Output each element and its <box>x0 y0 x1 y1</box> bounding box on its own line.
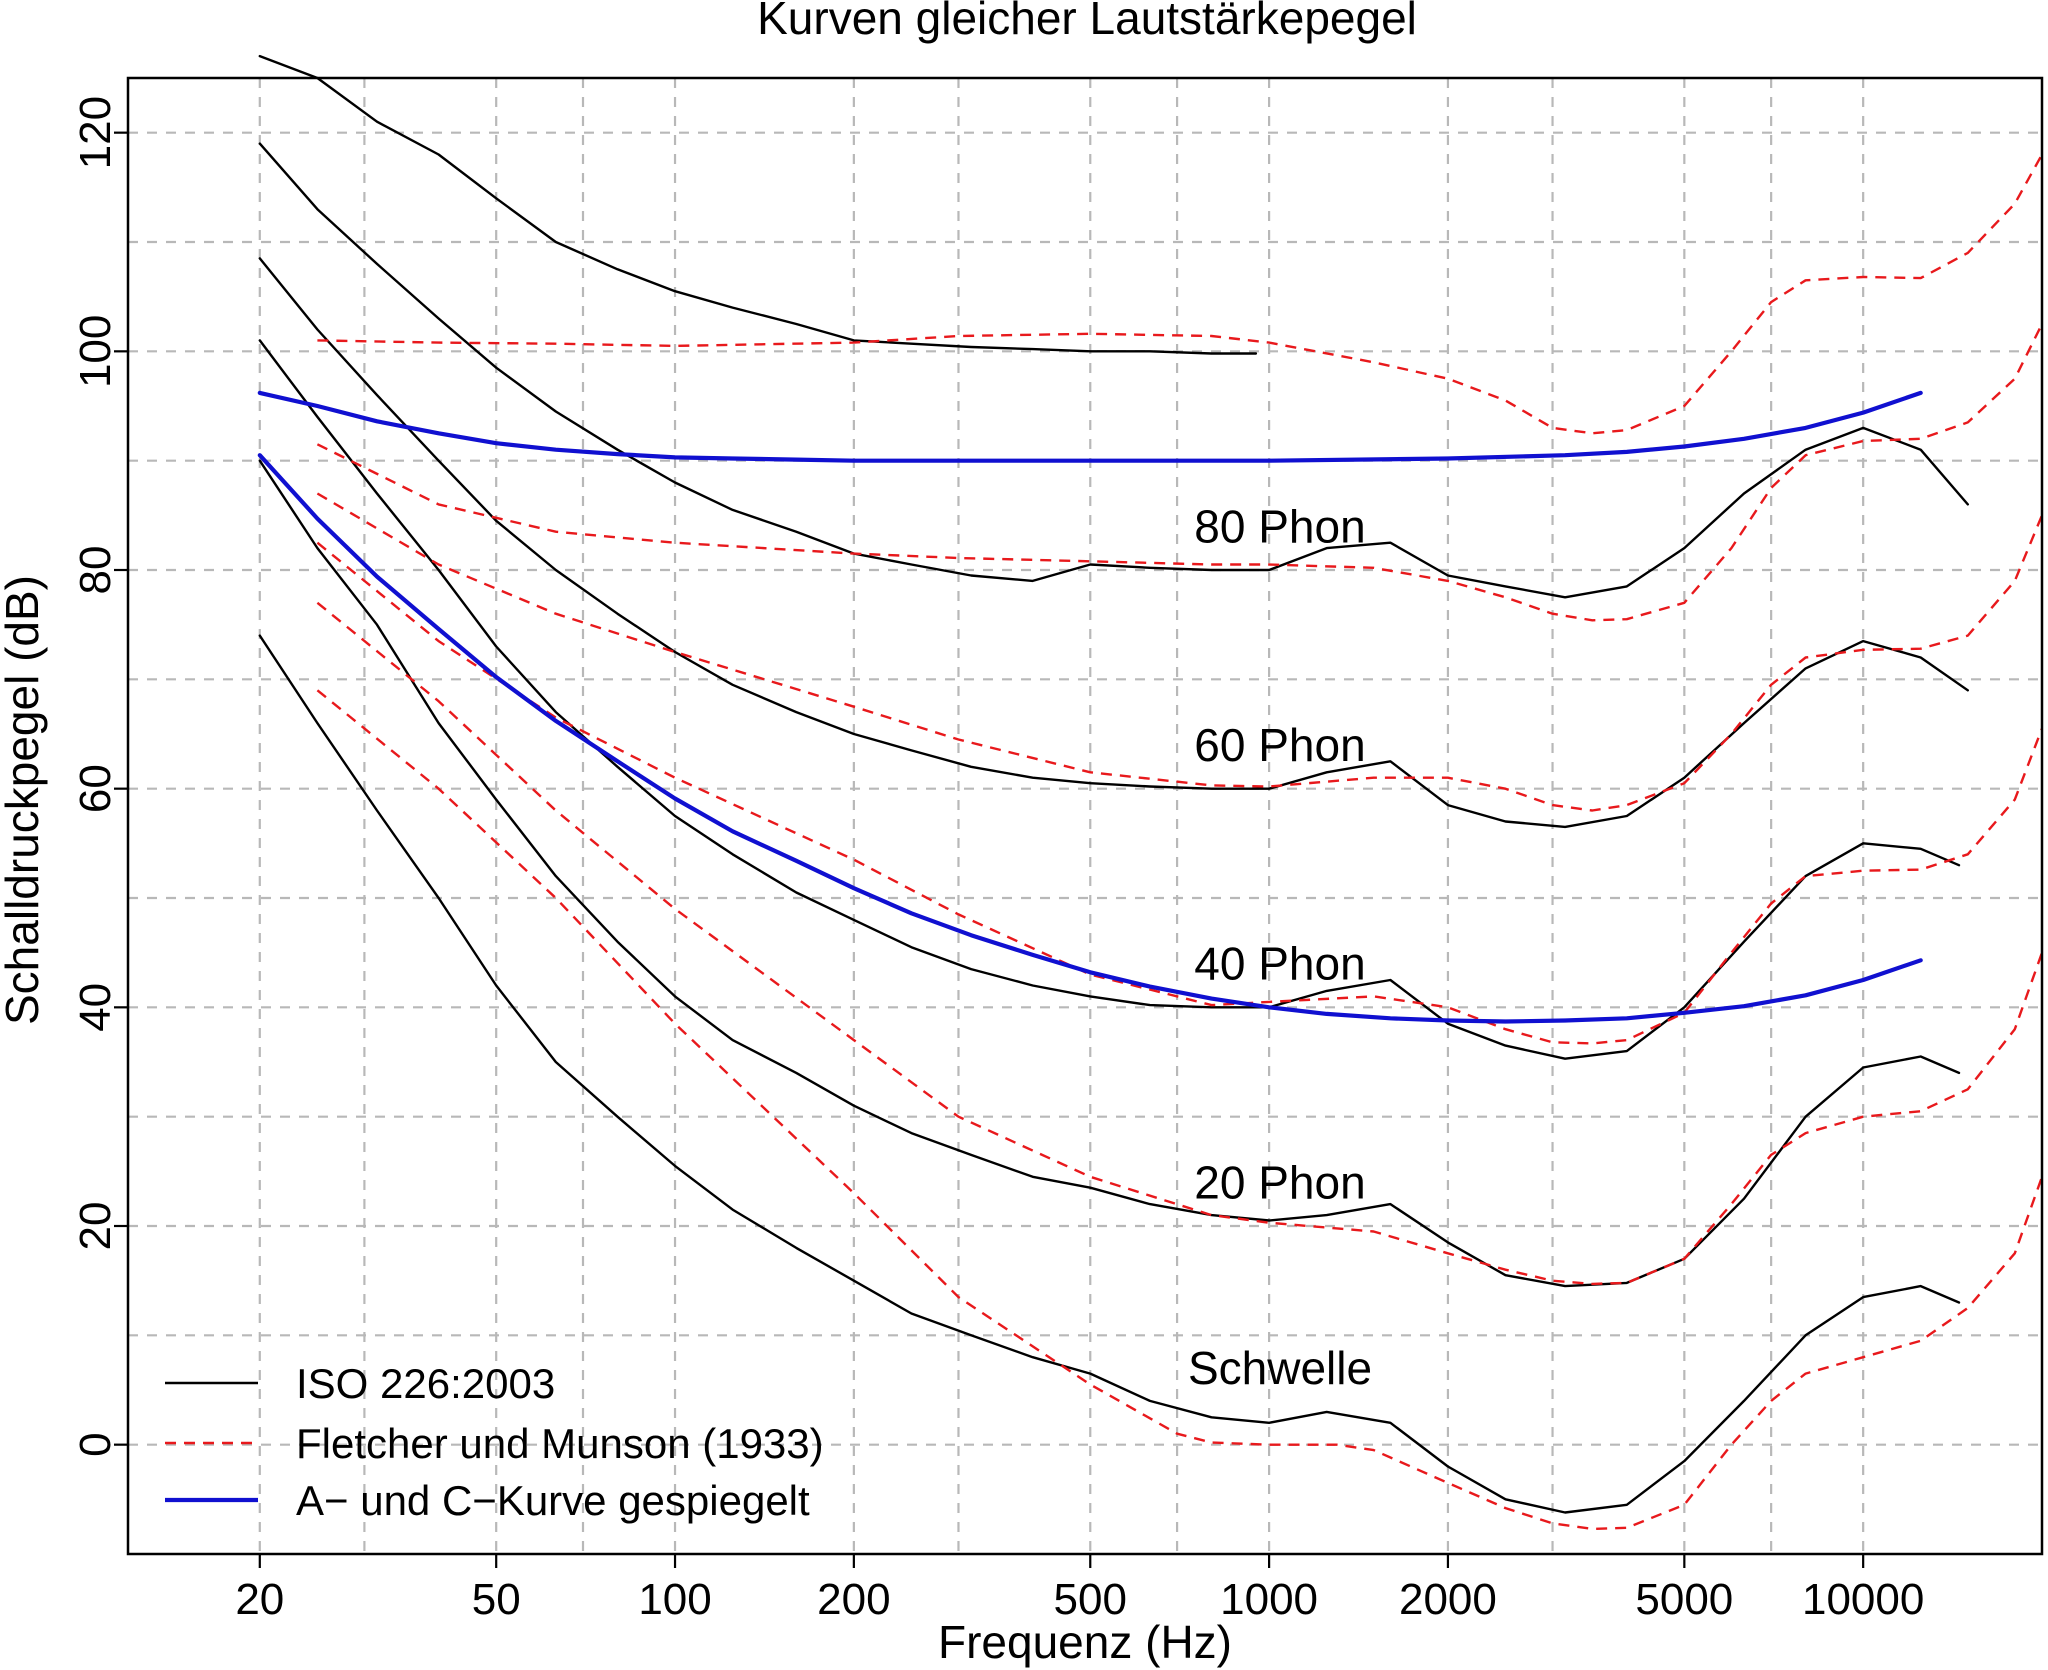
annotations: 80 Phon 60 Phon 40 Phon 20 Phon Schwelle <box>1188 500 1372 1394</box>
y-tick-label: 20 <box>71 1202 120 1251</box>
y-axis-label: Schalldruckpegel (dB) <box>0 575 48 1025</box>
series-fletcher-line <box>316 689 2044 1531</box>
series-ac-line <box>257 453 1923 1024</box>
series-iso-line <box>258 142 1970 599</box>
grid <box>128 78 2042 1554</box>
y-tick-label: 60 <box>71 764 120 813</box>
series-layer <box>257 54 2044 1531</box>
y-tick-label: 80 <box>71 546 120 595</box>
curve-annotation: 80 Phon <box>1194 500 1365 552</box>
legend: ISO 226:2003 Fletcher und Munson (1933) A−… <box>165 1360 824 1524</box>
y-tick-label: 100 <box>71 315 120 388</box>
curve-annotation: 20 Phon <box>1194 1156 1365 1208</box>
curve-annotation: 60 Phon <box>1194 719 1365 771</box>
legend-label-ac: A− und C−Kurve gespiegelt <box>296 1477 810 1524</box>
x-tick-label: 20 <box>235 1575 284 1624</box>
legend-label-fletcher: Fletcher und Munson (1933) <box>296 1420 824 1467</box>
series-ac-line <box>257 390 1923 463</box>
x-tick-label: 500 <box>1054 1575 1127 1624</box>
x-tick-label: 100 <box>638 1575 711 1624</box>
y-tick-label: 0 <box>71 1432 120 1456</box>
x-tick-label: 10000 <box>1802 1575 1924 1624</box>
plot-frame <box>126 76 2044 1556</box>
series-iso-line <box>258 257 1970 829</box>
legend-label-iso: ISO 226:2003 <box>296 1360 555 1407</box>
series-fletcher-line <box>317 153 2044 435</box>
x-tick-label: 2000 <box>1399 1575 1497 1624</box>
series-iso-line <box>258 459 1961 1288</box>
y-tick-label: 40 <box>71 983 120 1032</box>
chart-title: Kurven gleicher Lautstärkepegel <box>757 0 1417 44</box>
series-fletcher-line <box>316 541 2044 1045</box>
x-tick-label: 200 <box>817 1575 890 1624</box>
x-tick-label: 5000 <box>1635 1575 1733 1624</box>
x-axis-label: Frequenz (Hz) <box>938 1616 1232 1668</box>
series-fletcher-line <box>316 323 2044 622</box>
curve-annotation: 40 Phon <box>1194 938 1365 990</box>
series-fletcher-line <box>316 492 2044 812</box>
y-tick-label: 120 <box>71 96 120 169</box>
curve-annotation: Schwelle <box>1188 1342 1372 1394</box>
series-fletcher-line <box>316 601 2044 1286</box>
x-tick-label: 1000 <box>1220 1575 1318 1624</box>
x-tick-label: 50 <box>472 1575 521 1624</box>
series-iso-line <box>258 339 1961 1060</box>
series-iso-line <box>258 54 1258 355</box>
axes: 20 50 100 200 500 1000 2000 5000 10000 0 20 40 60 80 1… <box>71 96 1924 1624</box>
series-iso-line <box>258 634 1961 1514</box>
